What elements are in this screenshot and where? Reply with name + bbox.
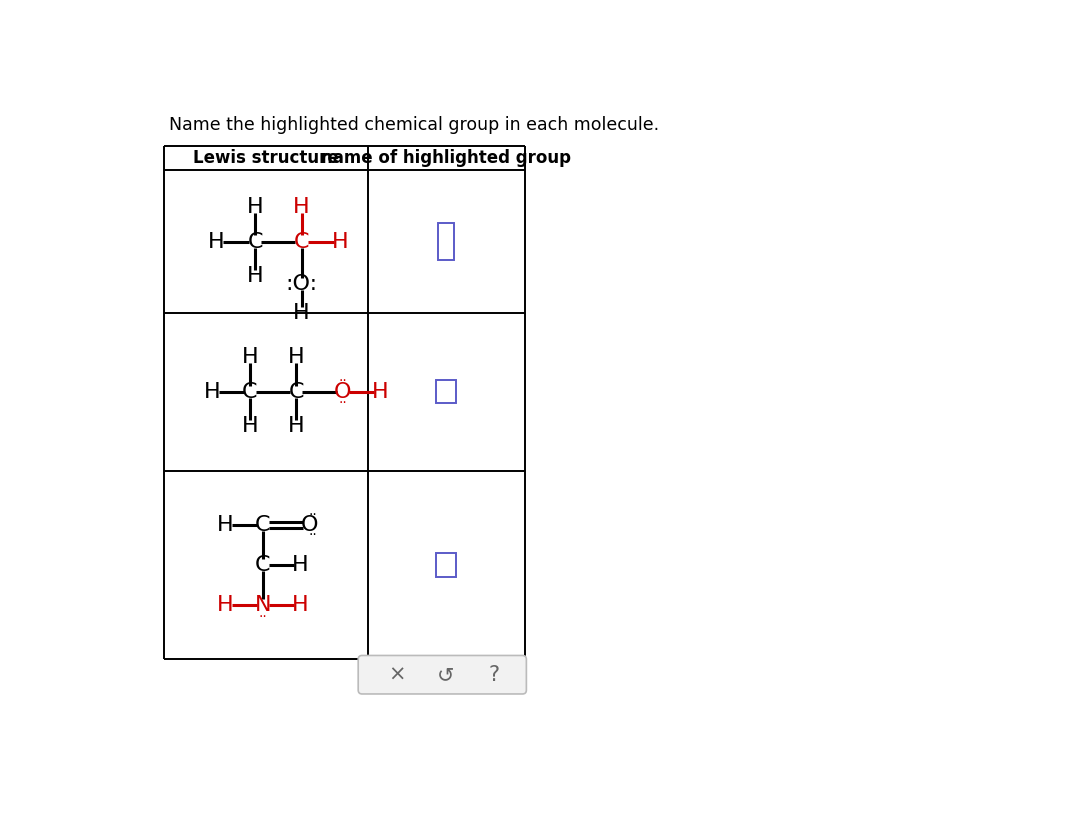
Text: ··: ·· [308,528,316,542]
Text: Name the highlighted chemical group in each molecule.: Name the highlighted chemical group in e… [170,117,659,134]
Text: N: N [255,595,271,615]
Text: O: O [334,382,351,402]
Text: C: C [288,382,303,402]
Text: H: H [292,555,309,575]
Text: H: H [247,197,264,217]
Text: name of highlighted group: name of highlighted group [321,149,571,167]
Text: H: H [294,303,310,323]
Text: H: H [242,347,258,367]
Text: ··: ·· [308,508,316,522]
Text: H: H [292,595,309,615]
Text: ··: ·· [258,611,267,625]
Text: H: H [372,382,388,402]
Text: H: H [217,515,234,535]
Text: H: H [247,267,264,286]
Text: H: H [242,416,258,436]
Text: H: H [288,416,305,436]
Text: :O:: :O: [285,274,318,294]
Text: H: H [208,231,225,252]
Text: C: C [255,515,271,535]
Text: ?: ? [488,665,499,685]
Text: O: O [300,515,319,535]
Text: C: C [294,231,309,252]
Text: H: H [294,197,310,217]
Text: H: H [204,382,220,402]
Text: Lewis structure: Lewis structure [193,149,339,167]
Text: ×: × [389,665,406,685]
Text: ··: ·· [338,396,347,410]
Text: C: C [255,555,271,575]
Text: ↺: ↺ [436,665,455,685]
Text: C: C [242,382,257,402]
FancyBboxPatch shape [359,655,526,694]
Text: H: H [332,231,349,252]
Text: H: H [217,595,234,615]
Text: ··: ·· [338,374,347,388]
Text: C: C [247,231,262,252]
Text: H: H [288,347,305,367]
